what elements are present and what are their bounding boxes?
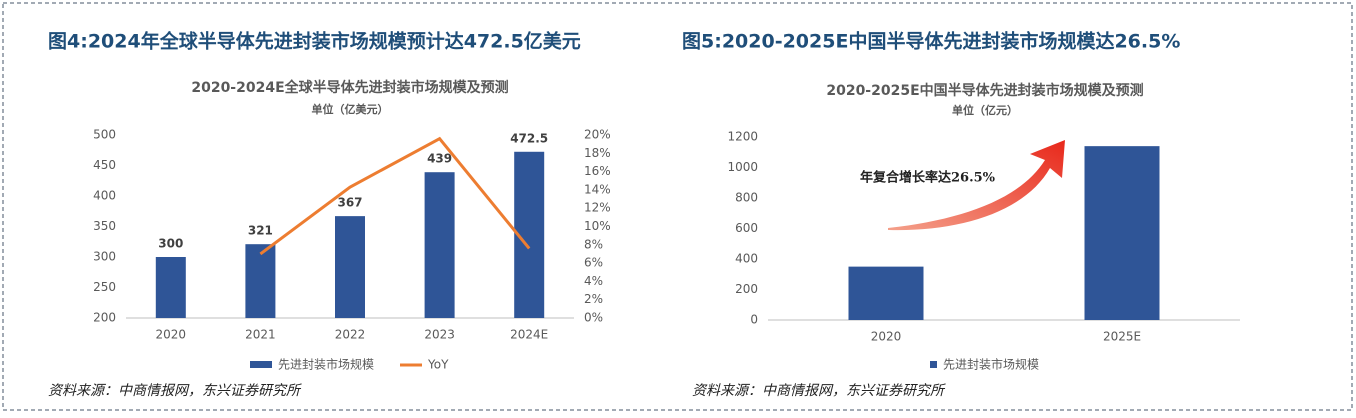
- data-label: 321: [248, 224, 273, 238]
- y-tick-label: 800: [735, 191, 758, 205]
- x-tick-label: 2023: [424, 328, 455, 342]
- x-tick-label: 2022: [335, 328, 366, 342]
- y2-tick-label: 4%: [584, 274, 603, 288]
- x-tick-label: 2025E: [1103, 330, 1141, 344]
- legend-swatch: [250, 361, 272, 368]
- figure-title: 图5:2020-2025E中国半导体先进封装市场规模达26.5%: [682, 30, 1180, 53]
- y-tick-label: 500: [93, 128, 116, 142]
- yoy-line: [259, 136, 531, 256]
- y-tick-label: 350: [93, 219, 116, 233]
- y-tick-label: 300: [93, 250, 116, 264]
- bar: [155, 257, 186, 318]
- y-tick-label: 450: [93, 158, 116, 172]
- source-note: 资料来源：中商情报网，东兴证券研究所: [692, 383, 946, 399]
- y2-tick-label: 16%: [584, 164, 611, 178]
- y-tick-label: 400: [93, 189, 116, 203]
- bar: [245, 244, 276, 318]
- bar: [335, 216, 365, 318]
- y2-tick-label: 18%: [584, 146, 611, 160]
- data-label: 300: [158, 237, 183, 251]
- legend-label: 先进封装市场规模: [278, 357, 374, 372]
- y-tick-label: 1000: [727, 160, 758, 174]
- x-tick-label: 2021: [245, 328, 276, 342]
- chart-subtitle: 单位（亿美元）: [312, 102, 389, 116]
- y-tick-label: 200: [93, 311, 116, 325]
- x-tick-label: 2024E: [510, 328, 548, 342]
- x-tick-label: 2020: [156, 328, 187, 342]
- bar: [424, 172, 455, 318]
- y-tick-label: 0: [750, 313, 758, 327]
- bar: [848, 266, 924, 320]
- data-label: 367: [337, 196, 362, 210]
- y2-tick-label: 6%: [584, 256, 603, 270]
- growth-arrow: [888, 140, 1065, 231]
- y-tick-label: 600: [735, 221, 758, 235]
- y2-tick-label: 8%: [584, 237, 603, 251]
- chart-subtitle: 单位（亿元）: [952, 103, 1018, 117]
- annotation: 年复合增长率达26.5%: [860, 170, 996, 186]
- legend-label: 先进封装市场规模: [943, 357, 1039, 372]
- legend-swatch: [930, 361, 937, 368]
- figure-title: 图4:2024年全球半导体先进封装市场规模预计达472.5亿美元: [48, 30, 581, 53]
- legend-label: YoY: [427, 358, 449, 372]
- y2-tick-label: 0%: [584, 311, 603, 325]
- y-tick-label: 250: [93, 280, 116, 294]
- y-tick-label: 200: [735, 282, 758, 296]
- y-tick-label: 400: [735, 252, 758, 266]
- source-note: 资料来源：中商情报网，东兴证券研究所: [48, 383, 302, 399]
- bar: [1084, 146, 1160, 320]
- chart-title: 2020-2025E中国半导体先进封装市场规模及预测: [826, 82, 1143, 99]
- page-border: [2, 2, 1353, 411]
- data-label: 439: [427, 152, 452, 166]
- y-tick-label: 1200: [727, 130, 758, 144]
- y2-tick-label: 2%: [584, 292, 603, 306]
- y2-tick-label: 20%: [584, 128, 611, 142]
- data-label: 472.5: [510, 131, 548, 145]
- chart-title: 2020-2024E全球半导体先进封装市场规模及预测: [191, 79, 508, 96]
- y2-tick-label: 14%: [584, 182, 611, 196]
- x-tick-label: 2020: [871, 330, 902, 344]
- y2-tick-label: 12%: [584, 201, 611, 215]
- y2-tick-label: 10%: [584, 219, 611, 233]
